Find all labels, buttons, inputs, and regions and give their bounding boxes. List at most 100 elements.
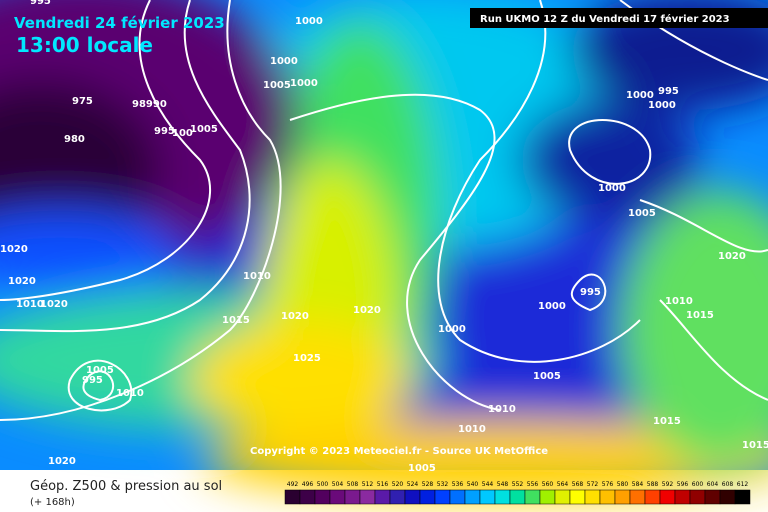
scale-swatch: [314, 489, 331, 505]
scale-label: 572: [587, 481, 599, 488]
isobar-label: 1005: [190, 124, 218, 135]
scale-swatch: [464, 489, 481, 505]
isobar-label: 1020: [0, 244, 28, 255]
scale-label: 528: [422, 481, 434, 488]
scale-swatch: [659, 489, 676, 505]
isobar-label: 1000: [648, 100, 676, 111]
isobars: [0, 0, 768, 421]
scale-swatch: [479, 489, 496, 505]
isobar-label: 1000: [438, 324, 466, 335]
isobar-label: 1010: [665, 296, 693, 307]
run-label: Run UKMO 12 Z du Vendredi 17 février 202…: [480, 13, 730, 25]
scale-label: 496: [302, 481, 314, 488]
scale-label: 548: [497, 481, 509, 488]
scale-label: 592: [662, 481, 674, 488]
scale-label: 600: [692, 481, 704, 488]
scale-label: 544: [482, 481, 494, 488]
scale-label: 536: [452, 481, 464, 488]
isobar-label: 995: [82, 375, 103, 386]
scale-swatch: [284, 489, 301, 505]
scale-swatch: [704, 489, 721, 505]
isobar-label: 1020: [48, 456, 76, 467]
scale-swatch: [539, 489, 556, 505]
isobar-label: 1000: [538, 301, 566, 312]
isobar-label: 995: [580, 287, 601, 298]
scale-swatch: [524, 489, 541, 505]
scale-swatch: [689, 489, 706, 505]
valid-date: Vendredi 24 février 2023: [14, 14, 225, 32]
scale-label: 612: [737, 481, 749, 488]
isobar-label: 1000: [270, 56, 298, 67]
isobar-label: 1020: [353, 305, 381, 316]
scale-label: 584: [632, 481, 644, 488]
scale-swatch: [629, 489, 646, 505]
scale-swatch: [374, 489, 391, 505]
isobar-label: 1010: [116, 388, 144, 399]
isobar-label: 995: [658, 86, 679, 97]
scale-label: 540: [467, 481, 479, 488]
isobar-label: 1020: [281, 311, 309, 322]
scale-swatch: [299, 489, 316, 505]
isobar-label: 1005: [263, 80, 291, 91]
isobar-label: 1000: [295, 16, 323, 27]
isobar-label: 100: [172, 128, 193, 139]
scale-swatch: [389, 489, 406, 505]
scale-label: 532: [437, 481, 449, 488]
isobar-label: 1025: [293, 353, 321, 364]
scale-swatch: [419, 489, 436, 505]
copyright: Copyright © 2023 Meteociel.fr - Source U…: [250, 446, 548, 457]
isobar-label: 1020: [40, 299, 68, 310]
scale-label: 504: [332, 481, 344, 488]
scale-swatch: [599, 489, 616, 505]
scale-swatch: [569, 489, 586, 505]
scale-label: 568: [572, 481, 584, 488]
scale-swatch: [644, 489, 661, 505]
scale-label: 512: [362, 481, 374, 488]
scale-swatch: [404, 489, 421, 505]
scale-swatch: [674, 489, 691, 505]
field-label: Géop. Z500 & pression au sol: [30, 479, 222, 494]
scale-swatch: [449, 489, 466, 505]
scale-label: 564: [557, 481, 569, 488]
isobar-label: 1020: [8, 276, 36, 287]
scale-label: 508: [347, 481, 359, 488]
isobar-label: 1010: [243, 271, 271, 282]
isobar-label: 98990: [132, 99, 167, 110]
scale-swatch: [359, 489, 376, 505]
scale-label: 516: [377, 481, 389, 488]
scale-swatch: [584, 489, 601, 505]
scale-swatch: [329, 489, 346, 505]
scale-swatch: [344, 489, 361, 505]
scale-label: 552: [512, 481, 524, 488]
scale-label: 492: [287, 481, 299, 488]
isobar-label: 1015: [222, 315, 250, 326]
isobar-label: 1005: [628, 208, 656, 219]
scale-swatch: [434, 489, 451, 505]
isobar-label: 1000: [598, 183, 626, 194]
scale-swatch: [734, 489, 751, 505]
scale-label: 580: [617, 481, 629, 488]
scale-swatch: [554, 489, 571, 505]
scale-swatch: [719, 489, 736, 505]
run-box: [470, 8, 768, 28]
scale-label: 588: [647, 481, 659, 488]
scale-label: 524: [407, 481, 419, 488]
scale-label: 604: [707, 481, 719, 488]
scale-label: 596: [677, 481, 689, 488]
scale-label: 520: [392, 481, 404, 488]
scale-swatch: [509, 489, 526, 505]
isobar-label: 995: [154, 126, 175, 137]
isobar-label: 995: [30, 0, 51, 7]
isobar-label: 1005: [533, 371, 561, 382]
isobar-label: 1015: [742, 440, 768, 451]
isobar-label: 1000: [290, 78, 318, 89]
isobar-label: 1015: [686, 310, 714, 321]
scale-label: 608: [722, 481, 734, 488]
isobar-label: 1000: [626, 90, 654, 101]
isobar-label: 975: [72, 96, 93, 107]
local-time: 13:00 locale: [16, 33, 153, 57]
color-scale: 492 496 500 504 508 512 516 520 524 528 532 536 540 5…: [284, 481, 751, 505]
footer: Géop. Z500 & pression au sol (+ 168h) 49…: [30, 479, 751, 508]
